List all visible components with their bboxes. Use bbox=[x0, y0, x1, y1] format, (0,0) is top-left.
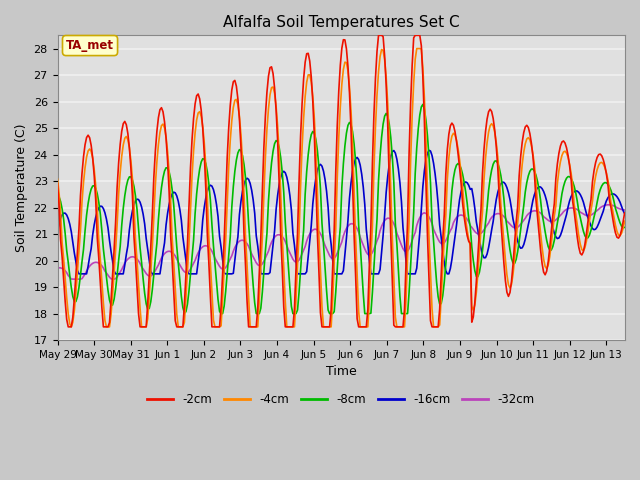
Title: Alfalfa Soil Temperatures Set C: Alfalfa Soil Temperatures Set C bbox=[223, 15, 460, 30]
Text: TA_met: TA_met bbox=[66, 39, 114, 52]
X-axis label: Time: Time bbox=[326, 365, 356, 378]
Legend: -2cm, -4cm, -8cm, -16cm, -32cm: -2cm, -4cm, -8cm, -16cm, -32cm bbox=[143, 388, 540, 410]
Y-axis label: Soil Temperature (C): Soil Temperature (C) bbox=[15, 123, 28, 252]
